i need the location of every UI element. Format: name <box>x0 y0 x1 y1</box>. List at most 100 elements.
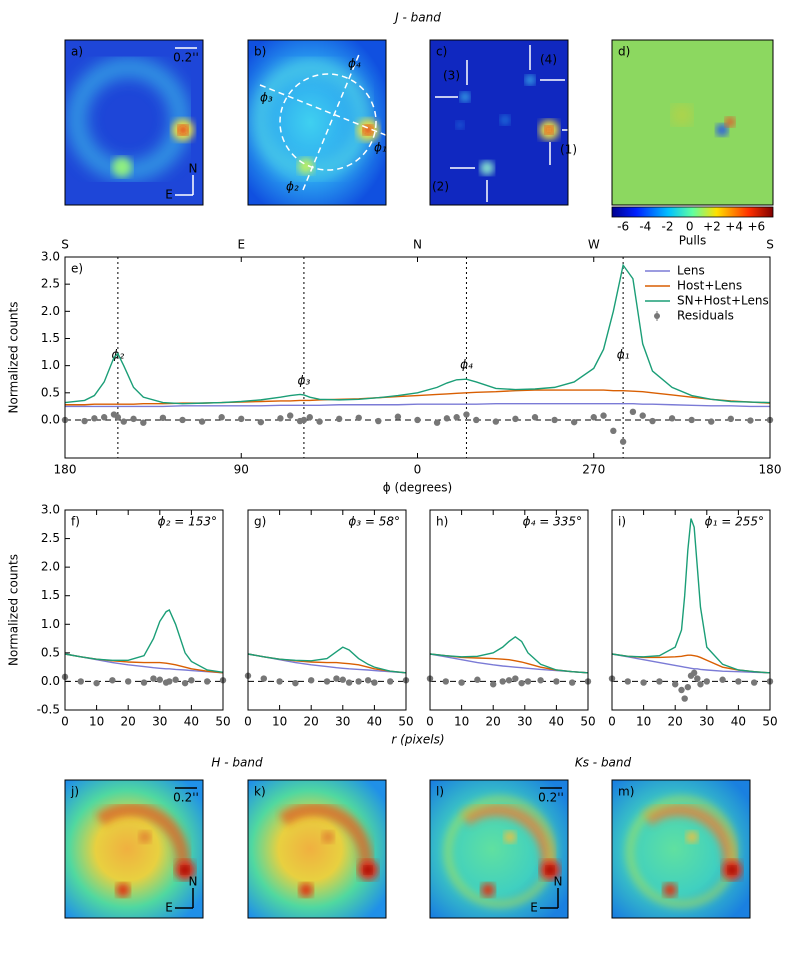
series-line <box>65 389 771 406</box>
ring <box>444 796 556 908</box>
x-axis-label: r (pixels) <box>391 733 444 747</box>
series-line <box>64 263 771 405</box>
legend-label: Residuals <box>677 309 734 323</box>
compass-e: E <box>165 188 173 202</box>
x-tick-label: 30 <box>152 715 167 729</box>
spot <box>504 831 516 843</box>
colorbar <box>611 206 774 218</box>
angle-label: ϕ₂ <box>286 180 299 194</box>
image-frame <box>64 39 204 206</box>
phi-marker-label: ϕ₄ <box>460 358 473 372</box>
residual-point <box>238 415 245 423</box>
spot <box>481 883 495 897</box>
residual-point <box>747 417 754 424</box>
residual-point <box>150 675 157 682</box>
residual-point <box>708 418 715 425</box>
residual-point <box>114 414 122 421</box>
compass <box>175 175 194 196</box>
residual-point <box>735 678 742 685</box>
spot <box>178 125 188 135</box>
compass-e: E <box>530 901 538 915</box>
residual-point <box>505 677 513 684</box>
series-line <box>429 635 589 674</box>
angle-label: ϕ₃ <box>260 91 273 105</box>
residual-point <box>524 678 532 685</box>
legend-label: SN+Host+Lens <box>677 294 769 308</box>
image-panel: l) 0.2'' N E <box>429 779 569 919</box>
spot <box>181 866 189 874</box>
x-tick-label: 40 <box>549 715 564 729</box>
y-tick-label: 1.0 <box>41 617 60 631</box>
spot <box>322 831 334 843</box>
spot <box>728 866 736 874</box>
residual-point <box>355 678 362 685</box>
residual-point <box>198 418 206 425</box>
residual-point <box>204 678 211 685</box>
spot <box>139 831 151 843</box>
image-panel: d) <box>611 39 774 206</box>
panel-label: l) <box>436 785 444 799</box>
series-line <box>429 653 589 674</box>
residual-point <box>681 695 688 702</box>
residual-point <box>276 678 283 685</box>
panel-note: ϕ₄ = 335° <box>523 515 582 529</box>
x-tick-label: 10 <box>89 715 104 729</box>
chart: 0 10 20 30 40 50 g) ϕ₃ = 58° <box>244 509 414 729</box>
residual-point <box>218 414 225 421</box>
y-tick-label: 0.0 <box>41 412 60 426</box>
plot-frame <box>429 509 589 711</box>
x-tick-label: 40 <box>731 715 746 729</box>
panel-label: h) <box>436 515 448 529</box>
spot <box>116 883 130 897</box>
series-line <box>611 518 771 674</box>
residual-point <box>678 686 685 694</box>
ring <box>626 796 738 908</box>
scale-label: 0.2'' <box>173 791 199 805</box>
residual-point <box>719 676 726 683</box>
arc <box>95 802 191 866</box>
y-tick-label: 2.0 <box>41 304 60 318</box>
spot <box>480 161 494 175</box>
residual-point <box>100 414 108 421</box>
residual-point <box>590 414 597 421</box>
spot <box>663 883 677 897</box>
y-tick-label: 0.0 <box>41 674 60 688</box>
residual-point <box>355 414 362 421</box>
residual-point <box>553 678 560 685</box>
panel-note: ϕ₂ = 153° <box>158 515 217 529</box>
compass-n: N <box>189 162 198 176</box>
residual-point <box>619 438 627 445</box>
image-frame <box>64 779 204 919</box>
x-tick-label: 20 <box>668 715 683 729</box>
guide-circle <box>279 73 377 171</box>
residual-point <box>649 417 656 425</box>
phi-marker-label: ϕ₁ <box>617 347 630 361</box>
spot <box>364 866 372 874</box>
compass <box>540 888 559 909</box>
arc <box>278 802 374 866</box>
legend-label: Lens <box>677 264 705 278</box>
image-frame <box>611 39 774 206</box>
plot-frame <box>611 509 771 711</box>
panel-label: f) <box>71 515 80 529</box>
panel-label: k) <box>254 785 266 799</box>
residual-point <box>387 678 394 685</box>
image-content <box>430 40 568 205</box>
y-axis-label: Normalized counts <box>7 302 21 414</box>
y-tick-label: 1.0 <box>41 358 60 372</box>
residual-point <box>130 415 137 423</box>
chart: 0 10 20 30 40 50 i) ϕ₁ = 255° <box>608 509 778 729</box>
residual-point <box>166 678 173 685</box>
y-tick-label: -0.5 <box>37 703 60 717</box>
image-panel: ϕ₁ ϕ₂ ϕ₃ ϕ₄ b) <box>247 39 399 206</box>
x-tick-label: 10 <box>272 715 287 729</box>
residual-point <box>308 677 315 684</box>
residual-point <box>257 418 265 426</box>
guide-line <box>302 51 361 191</box>
residual-point <box>179 416 186 424</box>
residual-point <box>140 679 148 686</box>
series-line <box>247 653 407 674</box>
